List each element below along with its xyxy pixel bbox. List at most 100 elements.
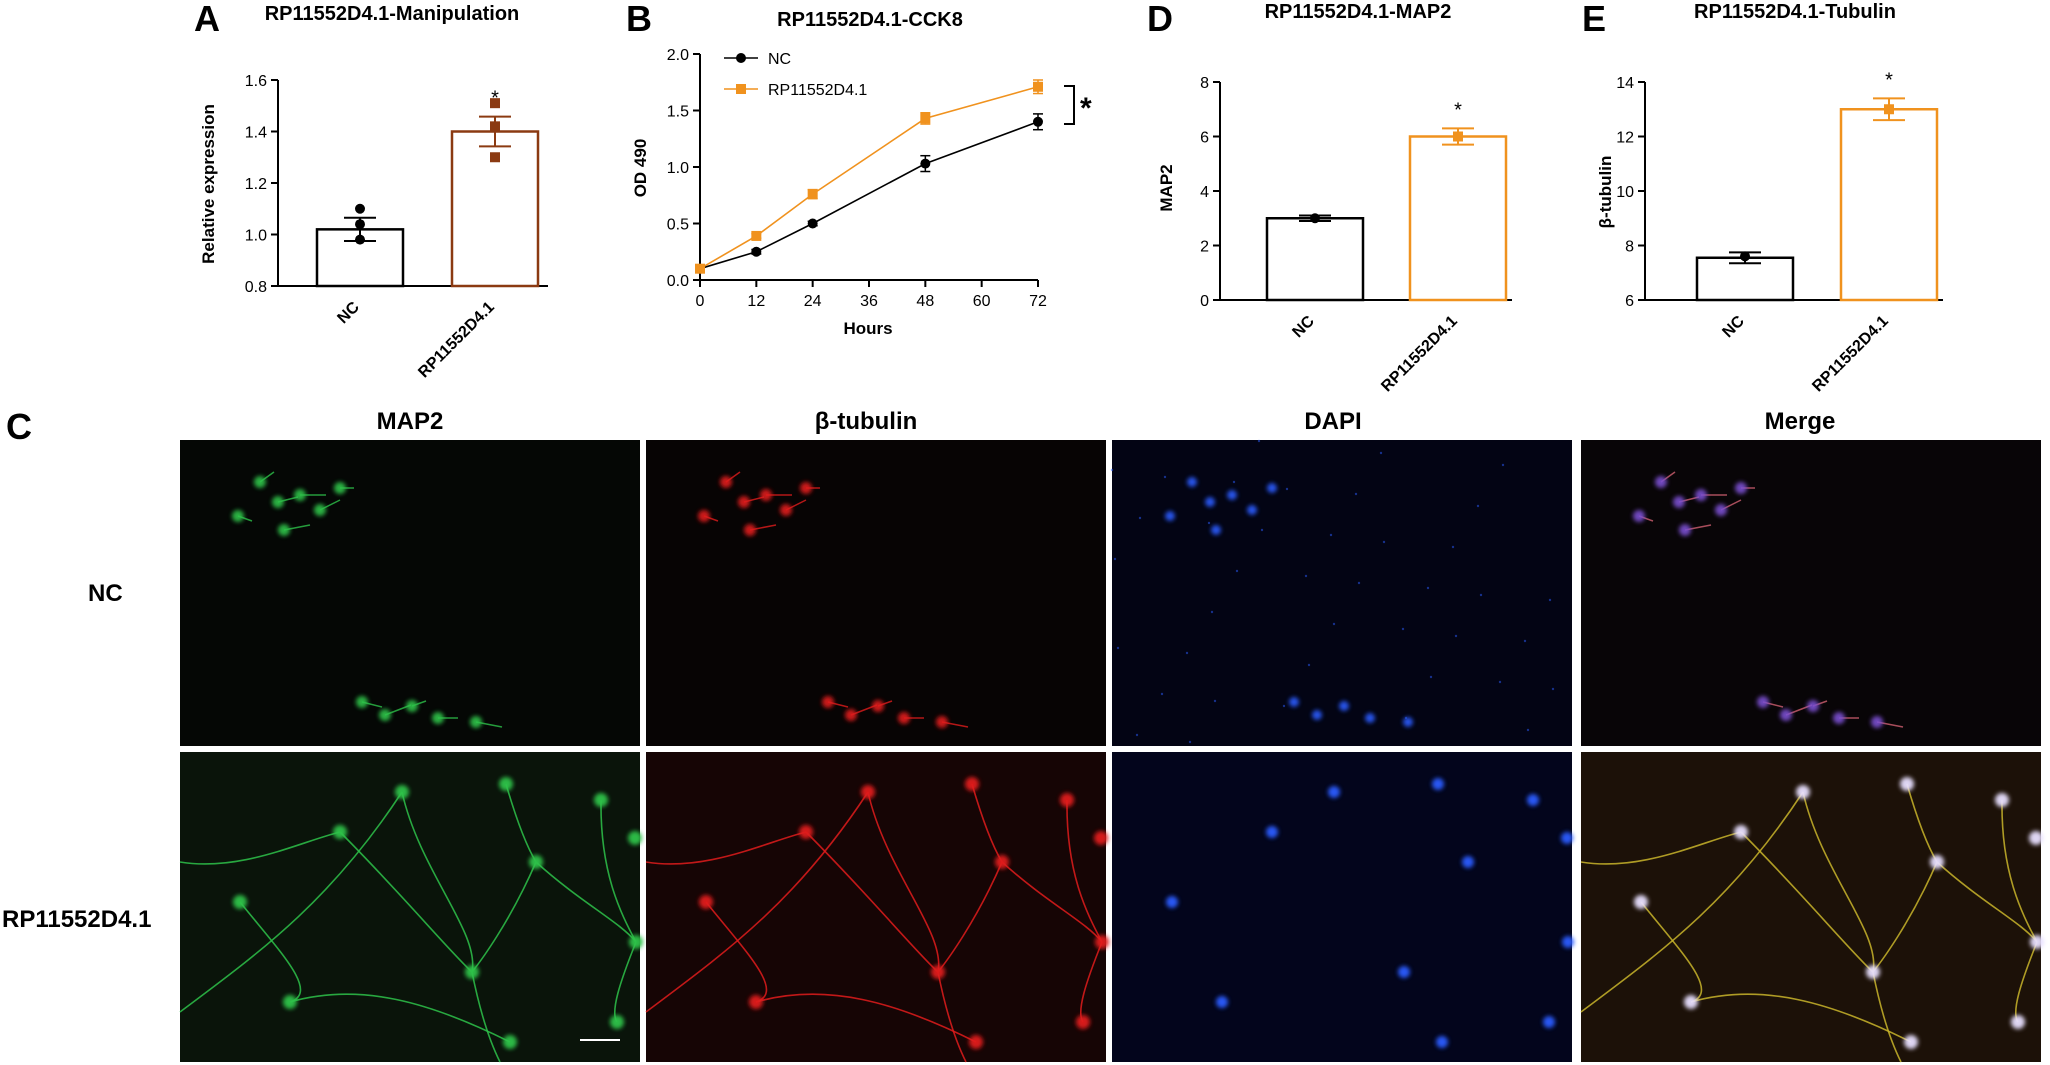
cell-body [503,1035,517,1049]
cell-body [1562,936,1574,948]
cell-body [1904,1035,1918,1049]
cell-body [529,855,543,869]
cell-body [1365,713,1375,723]
cell-body [1216,996,1228,1008]
cell-body [629,935,643,949]
cell-body [965,777,979,791]
debris-dot [1138,516,1142,520]
cell-body [1527,794,1539,806]
micro-panel-0-2 [1110,439,1572,746]
ytick-label: 4 [1200,184,1209,201]
xtick-label: 72 [1029,293,1047,310]
panel-background [646,440,1106,746]
cell-body [822,696,834,708]
neurite [805,831,939,973]
micro-panel-1-0 [179,752,643,1063]
neurite [239,901,302,1003]
panel-background [1112,752,1572,1062]
debris-dot [1235,569,1239,573]
cell-body [395,785,409,799]
micro-col-tubulin: β-tubulin [814,408,918,435]
chart-e-marks: * [1695,69,1939,302]
cell-body [1673,496,1685,508]
data-point [1033,116,1043,127]
cell-body [628,831,642,845]
cell-body [610,1015,624,1029]
debris-dot [1332,622,1336,626]
data-point [751,230,762,241]
neurite [705,901,768,1003]
cell-body [406,700,418,712]
debris-dot [1285,487,1289,491]
cell-body [333,825,347,839]
debris-dot [1282,704,1286,708]
neurite [1580,791,1804,1013]
debris-dot [1382,540,1386,544]
neurite [179,831,341,865]
chart-d-yticks: 0 2 4 6 8 [1200,75,1220,310]
neurite [937,971,967,1063]
debris-dot [1548,598,1552,602]
cell-body [232,510,244,522]
chart-a-ylabel: Relative expression [199,104,218,264]
chart-b-legend-rp: RP11552D4.1 [768,82,867,99]
cell-body [1561,832,1573,844]
neurite [600,799,637,943]
ytick-label: 0.8 [245,279,267,296]
cell-body [2030,935,2044,949]
cell-body [1247,505,1257,515]
data-point [807,189,818,200]
data-point [807,218,818,229]
debris-dot [1163,475,1167,479]
ytick-label: 6 [1625,293,1634,310]
neurite [1740,831,1874,973]
cell-body [749,995,763,1009]
debris-dot [1116,646,1120,650]
micro-panel-1-3 [1580,752,2044,1063]
neurite [645,831,807,865]
debris-dot [1304,574,1308,578]
cell-body [2011,1015,2025,1029]
ytick-label: 2 [1200,239,1209,256]
neurite [1580,831,1742,865]
cell-body [294,489,306,501]
significance-star: * [1885,69,1893,91]
panel-background [1112,440,1572,746]
cell-body [1735,482,1747,494]
ytick-label: 8 [1200,75,1209,92]
debris-dot [1551,687,1555,691]
chart-e: RP11552D4.1-Tubulin β-tubulin 6 8 10 12 14 *… [1596,1,1943,395]
cell-body [1266,826,1278,838]
cell-body [1871,716,1883,728]
cell-body [1900,777,1914,791]
cell-body [432,712,444,724]
panel-letter-b: B [626,0,652,39]
ytick-label: 6 [1200,130,1209,147]
neurite [179,791,403,1013]
cell-body [254,476,266,488]
cell-body [2029,831,2043,845]
chart-b-yticks: 0.0 0.5 1.0 1.5 2.0 [667,47,700,290]
chart-b-xlabel: Hours [843,319,892,338]
debris-dot [1354,492,1358,496]
cell-body [1807,700,1819,712]
cell-body [1833,712,1845,724]
cell-body [272,496,284,508]
data-point [490,121,500,132]
data-point [490,98,500,109]
bar [1265,217,1365,302]
chart-e-title: RP11552D4.1-Tubulin [1694,1,1896,23]
cell-body [969,1035,983,1049]
significance-star: * [491,88,499,110]
cell-body [356,696,368,708]
cell-body [1398,966,1410,978]
cell-body [1339,701,1349,711]
cell-body [278,524,290,536]
panel-background [180,440,640,746]
cell-body [233,895,247,909]
chart-a-title: RP11552D4.1-Manipulation [265,3,520,25]
neurite [289,993,511,1043]
ytick-label: 1.6 [245,73,267,90]
cell-body [465,965,479,979]
xtick-label: 60 [973,293,991,310]
